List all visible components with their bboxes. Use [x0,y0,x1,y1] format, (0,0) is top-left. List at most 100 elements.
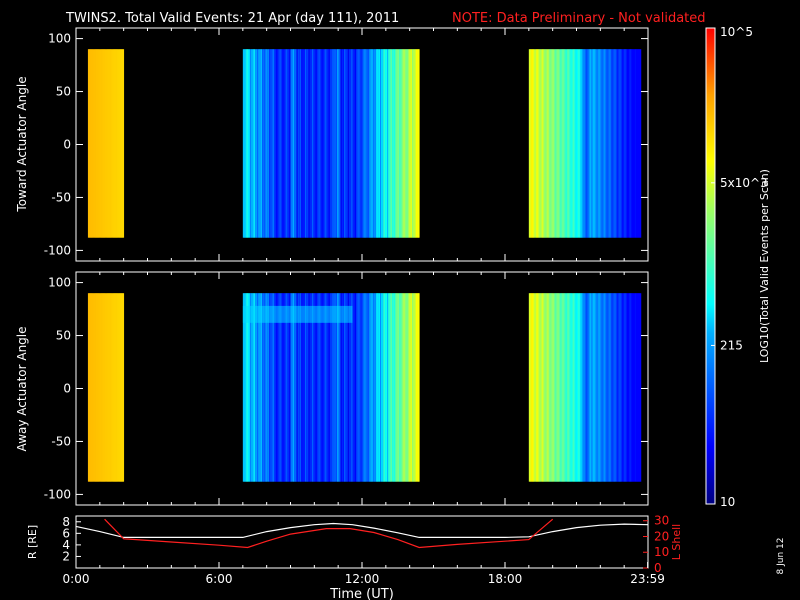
toward-heatmap-column [588,49,591,238]
away-heatmap-column [556,293,558,482]
away-heatmap-column [544,293,546,482]
toward-heatmap-column [265,49,268,238]
toward-heatmap-column [614,49,617,238]
toward-heatmap-column [339,49,341,238]
away-heatmap-column [375,293,377,482]
away-heatmap-column [357,293,359,482]
toward-heatmap-column [367,49,370,238]
away-heatmap-column [97,293,100,482]
away-heatmap-column [367,293,370,482]
toward-heatmap-column [544,49,546,238]
toward-heatmap-column [571,49,574,238]
away-heatmap-column [638,293,641,482]
toward-heatmap-column [117,49,120,238]
toward-heatmap-column [531,49,533,238]
away-heatmap-column [298,293,301,482]
toward-heatmap-column [541,49,544,238]
toward-heatmap-column [334,49,337,238]
away-heatmap-column [595,293,598,482]
away-heatmap-column [628,293,631,482]
away-heatmap-column [388,293,390,482]
toward-heatmap-column [381,49,383,238]
away-heatmap-column [346,293,349,482]
away-ytick-label: 100 [48,276,71,290]
toward-heatmap-column [403,49,406,238]
away-ytick-label: -50 [51,434,71,448]
toward-heatmap-column [415,49,418,238]
away-heatmap-column [373,293,376,482]
toward-heatmap-column [385,49,388,238]
toward-heatmap-column [283,49,285,238]
toward-heatmap-column [329,49,332,238]
toward-heatmap-column [351,49,353,238]
away-heatmap-column [327,293,330,482]
toward-heatmap-column [389,49,391,238]
away-heatmap-column [413,293,415,482]
toward-heatmap-column [602,49,605,238]
away-heatmap-column [549,293,551,482]
away-heatmap-column [99,293,102,482]
away-heatmap-column [270,293,272,482]
away-heatmap-column [91,293,94,482]
colorbar-label: LOG10(Total Valid Events per Scan) [758,169,771,363]
away-heatmap-column [277,293,279,482]
toward-heatmap-column [313,49,315,238]
toward-heatmap-column [408,49,411,238]
away-heatmap-column [350,293,352,482]
away-heatmap-column [108,293,110,482]
away-heatmap-column [547,293,550,482]
away-heatmap-column [379,293,382,482]
toward-heatmap-column [413,49,415,238]
toward-heatmap-column [558,49,561,238]
toward-heatmap-column [638,49,641,238]
away-heatmap-column [394,293,396,482]
toward-heatmap-column [266,49,269,238]
toward-heatmap-column [347,49,350,238]
away-heatmap-column [112,293,115,482]
toward-heatmap-column [561,49,563,238]
toward-heatmap-column [360,49,363,238]
away-heatmap-column [354,293,357,482]
away-heatmap-column [532,293,534,482]
toward-heatmap-column [359,49,362,238]
toward-heatmap-column [621,49,624,238]
toward-heatmap-column [530,49,532,238]
toward-heatmap-column [120,49,122,238]
toward-heatmap-column [89,49,91,238]
lshell-ytick-label: 10 [654,545,669,559]
away-heatmap-column [383,293,386,482]
toward-heatmap-column [410,49,413,238]
away-heatmap-column [594,293,596,482]
away-heatmap-column [612,293,614,482]
away-heatmap-column [398,293,401,482]
away-heatmap-column [407,293,409,482]
toward-heatmap-column [101,49,103,238]
toward-heatmap-column [108,49,110,238]
toward-heatmap-column [112,49,115,238]
toward-heatmap-column [568,49,570,238]
toward-heatmap-column [600,49,602,238]
away-ytick-label: -100 [44,487,71,501]
toward-heatmap-column [540,49,543,238]
away-heatmap-column [363,293,365,482]
away-heatmap-column [359,293,362,482]
away-ytick-label: 50 [56,329,71,343]
toward-heatmap-column [249,49,252,238]
toward-heatmap-column [121,49,123,238]
away-heatmap-column [632,293,635,482]
away-heatmap-column [639,293,642,482]
away-heatmap-column [266,293,269,482]
away-heatmap-column [115,293,117,482]
away-heatmap-column [303,293,306,482]
toward-heatmap-column [620,49,623,238]
toward-heatmap-column [102,49,104,238]
toward-heatmap-column [323,49,326,238]
toward-heatmap-column [109,49,111,238]
colorbar: 10 215 5x10^3 10^5 LOG10(Total Valid Events… [705,25,771,509]
away-heatmap-column [267,293,270,482]
toward-heatmap-column [581,49,583,238]
toward-heatmap-column [378,49,381,238]
away-heatmap-column [618,293,620,482]
toward-heatmap-column [532,49,534,238]
lshell-ytick-label: 30 [654,514,669,528]
